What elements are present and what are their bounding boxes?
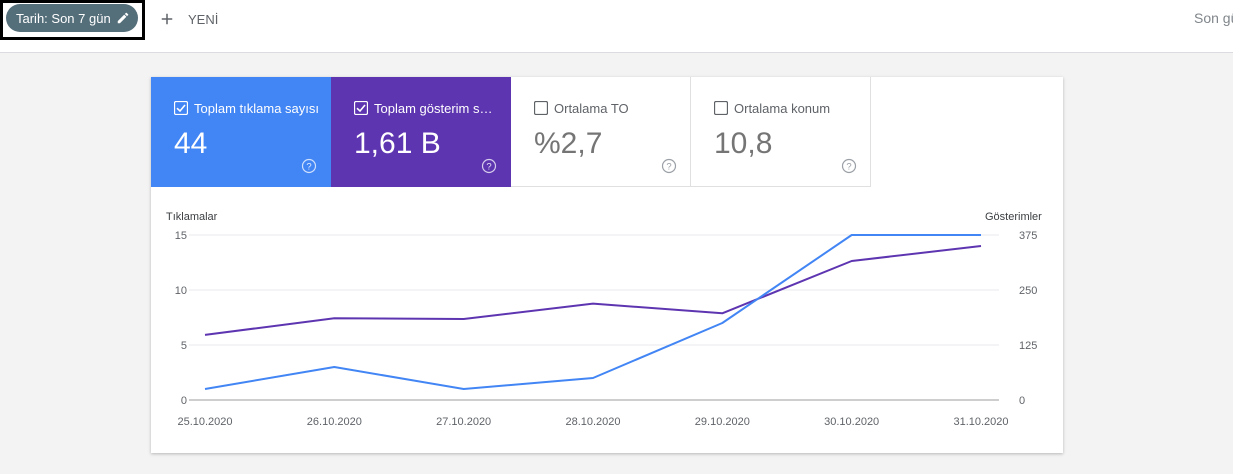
right-axis-title: Gösterimler: [985, 211, 1042, 223]
clicks-data-point[interactable]: [848, 231, 856, 239]
x-tick-label: 25.10.2020: [177, 416, 232, 428]
svg-text:?: ?: [486, 162, 491, 173]
impressions-data-point[interactable]: [460, 315, 468, 323]
svg-text:?: ?: [306, 162, 311, 173]
impressions-data-point[interactable]: [201, 331, 209, 339]
y-right-tick-label: 0: [1019, 395, 1025, 407]
x-tick-label: 27.10.2020: [436, 416, 491, 428]
new-filter-button[interactable]: YENİ: [158, 7, 218, 31]
clicks-data-point[interactable]: [977, 231, 985, 239]
metric-label: Ortalama konum: [734, 101, 831, 116]
last-updated-link[interactable]: Son gü: [1194, 10, 1233, 26]
checkbox-unchecked-icon[interactable]: [534, 101, 548, 115]
clicks-data-point[interactable]: [589, 374, 597, 382]
performance-card: Toplam tıklama sayısı 44 ? Toplam göster…: [151, 77, 1063, 453]
metric-average-ctr[interactable]: Ortalama TO %2,7 ?: [511, 77, 691, 187]
x-tick-label: 29.10.2020: [695, 416, 750, 428]
metric-label: Ortalama TO: [554, 101, 629, 116]
x-tick-label: 31.10.2020: [953, 416, 1008, 428]
metric-value: %2,7: [534, 127, 603, 160]
x-tick-label: 30.10.2020: [824, 416, 879, 428]
plus-icon: [161, 13, 173, 25]
impressions-series-line: [204, 245, 982, 336]
left-axis-title: Tıklamalar: [166, 211, 218, 223]
impressions-data-point[interactable]: [330, 314, 338, 322]
y-right-tick-label: 375: [1019, 230, 1037, 242]
metric-value: 44: [174, 127, 208, 160]
help-icon[interactable]: ?: [661, 158, 677, 174]
metric-average-position[interactable]: Ortalama konum 10,8 ?: [691, 77, 871, 187]
help-icon[interactable]: ?: [841, 158, 857, 174]
y-right-tick-label: 125: [1019, 340, 1037, 352]
date-filter-label: Tarih: Son 7 gün: [16, 10, 111, 26]
checkbox-checked-icon[interactable]: [174, 101, 188, 115]
clicks-data-point[interactable]: [718, 319, 726, 327]
x-tick-label: 26.10.2020: [307, 416, 362, 428]
y-left-tick-label: 0: [181, 395, 187, 407]
clicks-data-point[interactable]: [460, 385, 468, 393]
x-tick-label: 28.10.2020: [565, 416, 620, 428]
metric-value: 10,8: [714, 127, 773, 160]
y-left-tick-label: 15: [175, 230, 187, 242]
help-icon[interactable]: ?: [301, 158, 317, 174]
svg-text:?: ?: [846, 162, 851, 173]
metric-label: Toplam gösterim sayısı: [374, 101, 499, 116]
pencil-icon[interactable]: [116, 11, 130, 25]
clicks-series-line: [204, 234, 981, 390]
top-toolbar: Tarih: Son 7 gün YENİ Son gü: [0, 0, 1233, 53]
checkbox-unchecked-icon[interactable]: [714, 101, 728, 115]
impressions-data-point[interactable]: [718, 309, 726, 317]
clicks-data-point[interactable]: [201, 385, 209, 393]
help-icon[interactable]: ?: [481, 158, 497, 174]
metric-total-impressions[interactable]: Toplam gösterim sayısı 1,61 B ?: [331, 77, 511, 187]
impressions-data-point[interactable]: [977, 242, 985, 250]
clicks-data-point[interactable]: [330, 363, 338, 371]
metric-total-clicks[interactable]: Toplam tıklama sayısı 44 ?: [151, 77, 331, 187]
new-filter-label: YENİ: [188, 11, 219, 27]
metric-value: 1,61 B: [354, 127, 441, 160]
checkbox-checked-icon[interactable]: [354, 101, 368, 115]
date-filter-chip[interactable]: Tarih: Son 7 gün: [6, 4, 138, 32]
impressions-data-point[interactable]: [848, 257, 856, 265]
y-left-tick-label: 5: [181, 340, 187, 352]
metric-label: Toplam tıklama sayısı: [194, 101, 319, 116]
y-left-tick-label: 10: [175, 285, 187, 297]
performance-chart[interactable]: 15 375 10 250 5 125 0 0 25.10.2020 26.10.2020 27.1…: [151, 200, 1063, 440]
impressions-data-point[interactable]: [589, 300, 597, 308]
date-chip-highlight: [0, 0, 145, 40]
svg-text:?: ?: [666, 162, 671, 173]
y-right-tick-label: 250: [1019, 285, 1037, 297]
